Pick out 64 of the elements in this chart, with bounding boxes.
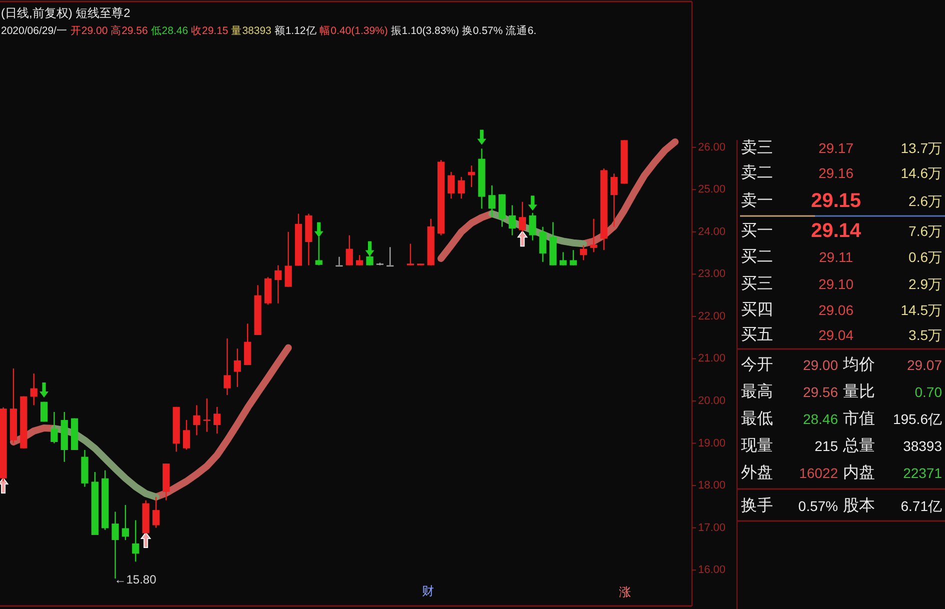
text: 量比 [843,382,875,400]
text: 29.04 [818,327,854,343]
text: 外盘 [741,464,773,482]
text: 0.6万 [908,249,942,265]
y-tick-label: 18.00 [698,480,726,492]
text: 买五 [741,326,773,344]
text: 最低 [741,410,773,428]
y-tick-label: 21.00 [698,352,726,365]
text: 29.56 [802,384,838,400]
text: 29.10 [818,276,854,292]
text: 买三 [741,276,773,292]
y-tick-label: 26.00 [698,141,726,154]
y-tick-label: 24.00 [698,226,726,238]
text: 6.71亿 [900,498,942,514]
text: 最高 [741,382,773,400]
y-tick-label: 17.00 [698,522,726,534]
text: 14.5万 [900,302,942,318]
text: 29.16 [818,165,854,181]
text: 均价 [842,356,875,374]
text: 2.6万 [908,193,942,209]
text: 内盘 [843,464,875,482]
y-tick-label: 23.00 [698,268,726,280]
y-tick-label: 16.00 [698,564,726,576]
text: 今开 [741,356,773,374]
text: 7.6万 [908,223,942,239]
text: 195.6亿 [892,411,942,427]
text: 29.06 [818,302,854,318]
text: 买四 [741,302,773,318]
text: 29.07 [906,357,942,373]
text: 29.17 [818,140,854,156]
text: 0.57% [798,498,838,514]
y-tick-label: 25.00 [698,184,726,196]
text: 股本 [843,496,875,514]
annotation: 涨 [619,585,631,599]
text: 现量 [741,438,773,454]
text: 市值 [843,410,875,428]
text: 3.5万 [908,327,942,343]
text: 38393 [903,438,942,454]
text: 2020/06/29/一 开29.00 高29.56 低28.46 收29.15 量38393 额1.12亿 幅0.40(1.39%) 振1.10(3.83%) 换0.57% 流通6. [1,25,536,37]
text: 0.70 [914,384,942,400]
text: 换手 [741,496,773,514]
text: 总量 [842,436,875,454]
annotation: 财 [422,584,434,598]
text: 29.11 [819,249,854,265]
text: 卖一 [741,192,773,210]
y-tick-label: 20.00 [698,394,726,407]
text: 29.00 [802,357,838,373]
annotation: ←15.80 [114,572,157,587]
chart-title: (日线,前复权) 短线至尊2 [1,6,131,20]
text: 22371 [903,465,942,481]
text: 14.6万 [900,165,942,181]
y-tick-label: 19.00 [698,437,726,450]
text: 215 [814,438,838,454]
text: 29.14 [810,220,862,242]
text: 28.46 [802,411,838,427]
text: 13.7万 [900,140,942,156]
text: 卖二 [741,164,773,182]
text: 买二 [741,248,773,266]
y-tick-label: 22.00 [698,310,726,322]
text: 29.15 [810,190,862,212]
text: 16022 [799,465,838,481]
text: 卖三 [741,138,773,156]
text: 买一 [741,222,773,240]
text: 2.9万 [908,276,942,292]
